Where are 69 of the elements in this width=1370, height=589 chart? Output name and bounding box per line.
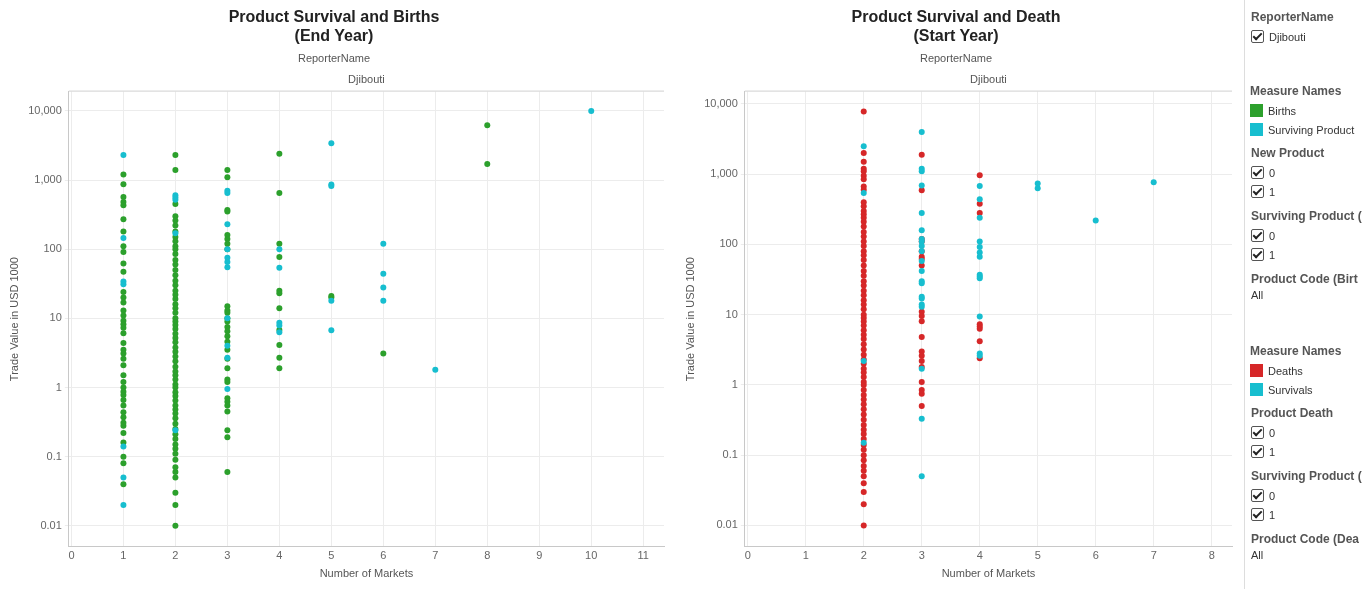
text: 1 (1269, 445, 1276, 458)
x-tick-label: 8 (1208, 549, 1215, 562)
x-tick-label: 2 (172, 549, 179, 562)
x-tick-label: 0 (744, 549, 751, 562)
text: 1 (1269, 508, 1276, 521)
text: All (1251, 289, 1265, 303)
x-tick-label: 5 (328, 549, 335, 562)
y-tick-label: 0.01 (716, 518, 738, 531)
y-tick-label: 0.1 (46, 449, 62, 462)
text: 1 (1269, 185, 1276, 198)
chart-title: Product Survival and Births (End Year) (228, 8, 440, 45)
y-axis-title: Trade Value in USD 1000 (7, 257, 20, 382)
x-tick-label: 1 (120, 549, 127, 562)
text: Djibouti (1269, 30, 1306, 43)
text: ReporterName (1251, 10, 1334, 24)
y-tick-label: 1,000 (34, 173, 62, 186)
y-tick-label: 10 (725, 307, 738, 320)
x-tick-label: 10 (585, 549, 598, 562)
legend-title: Measure Names (1250, 84, 1343, 98)
y-tick-label: 1 (55, 380, 62, 393)
x-tick-label: 7 (1150, 549, 1157, 562)
legend-title: Measure Names (1250, 344, 1342, 358)
x-axis-title: Number of Markets (941, 567, 1036, 580)
x-tick-label: 4 (976, 549, 983, 562)
text: Surviving Product ( (1251, 209, 1362, 223)
y-tick-label: 10,000 (28, 103, 62, 116)
text: Djibouti (970, 72, 1007, 85)
legend-label: Survivals (1268, 383, 1313, 396)
x-tick-label: 3 (224, 549, 231, 562)
text: Surviving Product ( (1251, 469, 1362, 483)
text: 0 (1269, 229, 1276, 242)
text: New Product (1251, 146, 1326, 160)
x-tick-label: 6 (1092, 549, 1099, 562)
y-tick-label: 1,000 (710, 167, 738, 180)
y-tick-label: 0.1 (722, 448, 738, 461)
legend-label: Births (1268, 104, 1297, 117)
text: Product Death (1251, 406, 1334, 420)
x-tick-label: 6 (380, 549, 387, 562)
text: 0 (1269, 166, 1276, 179)
text: All (1251, 549, 1265, 563)
text: 0 (1269, 489, 1276, 502)
x-axis-title: Number of Markets (319, 567, 414, 580)
chart-subtitle: ReporterName (297, 52, 371, 65)
x-tick-label: 5 (1034, 549, 1041, 562)
chart-title: Product Survival and Death (Start Year) (851, 8, 1061, 45)
text: 1 (1269, 248, 1276, 261)
x-tick-label: 4 (276, 549, 283, 562)
x-tick-label: 2 (860, 549, 867, 562)
legend-label: Deaths (1268, 364, 1303, 377)
text: Djibouti (348, 72, 385, 85)
y-tick-label: 100 (43, 242, 62, 255)
x-tick-label: 1 (802, 549, 809, 562)
text: Product Code (Dea (1251, 532, 1360, 546)
y-tick-label: 10,000 (704, 97, 738, 109)
y-axis-title: Trade Value in USD 1000 (683, 257, 696, 382)
x-tick-label: 3 (918, 549, 925, 562)
y-tick-label: 10 (49, 311, 62, 324)
legend-label: Surviving Product (1268, 123, 1355, 136)
x-tick-label: 7 (432, 549, 439, 562)
x-tick-label: 0 (68, 549, 75, 562)
x-tick-label: 9 (536, 549, 543, 562)
x-tick-label: 8 (484, 549, 491, 562)
text: 0 (1269, 426, 1276, 439)
y-tick-label: 1 (731, 377, 738, 390)
x-tick-label: 11 (637, 549, 649, 562)
y-tick-label: 100 (719, 237, 738, 250)
y-tick-label: 0.01 (40, 518, 62, 531)
text: Product Code (Birt (1251, 272, 1359, 286)
chart-subtitle: ReporterName (919, 52, 993, 65)
